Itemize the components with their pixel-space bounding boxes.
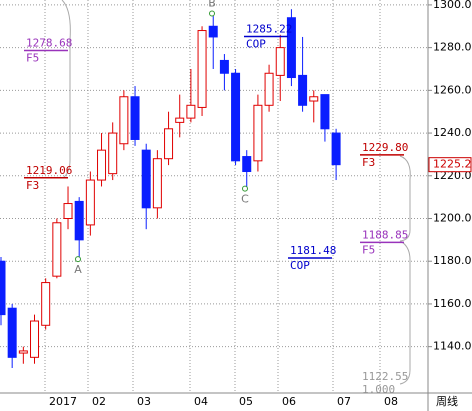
y-tick-label: 1260.00 (433, 83, 472, 96)
annotation-value: 1188.85 (362, 228, 408, 241)
candle-body (41, 282, 51, 326)
candle-body (219, 59, 229, 74)
candle-body (320, 94, 330, 130)
y-tick-label: 1280.00 (433, 41, 472, 54)
annotation-value: 1219.06 (26, 164, 72, 177)
grid (0, 0, 428, 393)
point-marker (209, 10, 215, 17)
candle-body (130, 96, 140, 140)
candle-body (74, 200, 84, 241)
x-tick-label: 07 (337, 395, 351, 408)
point-label: C (241, 193, 249, 206)
candle-body (63, 203, 73, 219)
x-tick-label: 2017 (49, 395, 77, 408)
bracket (399, 240, 411, 385)
candle-body (208, 25, 218, 38)
candles (0, 9, 341, 369)
candle-body (275, 47, 285, 76)
point-label: A (74, 263, 82, 276)
y-tick-label: 1240.00 (433, 126, 472, 139)
y-tick-label: 1180.00 (433, 254, 472, 267)
annotation-tag: COP (290, 259, 310, 272)
annotation-value: 1285.22 (246, 22, 292, 35)
candle-body (286, 17, 296, 79)
candle-body (108, 132, 118, 175)
bracket (61, 0, 71, 178)
y-tick-label: 1300.00 (433, 0, 472, 11)
x-tick-label: 05 (239, 395, 253, 408)
period-label: 周线 (436, 394, 458, 408)
footer-label: 1122.55 (362, 370, 408, 383)
candle-body (152, 158, 162, 209)
candle-body (141, 149, 151, 209)
annotation-value: 1278.68 (26, 36, 72, 49)
candle-body (164, 128, 174, 160)
point-marker (75, 256, 81, 263)
last-price-box (428, 157, 472, 173)
x-tick-label: 04 (194, 395, 208, 408)
candle-body (186, 104, 196, 119)
annotation-tag: F3 (362, 156, 375, 169)
candle-body (7, 307, 17, 358)
last-price-label: 1225.2 (433, 158, 472, 171)
y-tick-label: 1160.00 (433, 297, 472, 310)
candle-body (253, 104, 263, 162)
candle-body (119, 96, 129, 145)
candle-body (0, 260, 6, 316)
x-tick-label: 02 (92, 395, 106, 408)
candle-body (30, 320, 40, 358)
point-marker (242, 185, 248, 192)
candle-body (18, 350, 28, 354)
x-tick-label: 06 (282, 395, 296, 408)
candle-body (97, 149, 107, 181)
x-tick-label: 03 (137, 395, 151, 408)
bracket (399, 155, 411, 242)
candle-body (231, 72, 241, 162)
candle-body (52, 222, 62, 277)
candle-body (242, 156, 252, 173)
candle-body (309, 96, 319, 102)
annotation-value: 1181.48 (290, 244, 336, 257)
annotation-tag: F3 (26, 179, 39, 192)
annotation-value: 1229.80 (362, 141, 408, 154)
overlay: 1278.68 F5 1219.06 F3 1285.22 COP 1181.48 COP 12… (24, 0, 408, 396)
point-label: B (208, 0, 216, 9)
candle-body (175, 117, 185, 123)
candle-body (197, 30, 207, 108)
annotation-tag: F5 (362, 243, 375, 256)
annotation-tag: F5 (26, 51, 39, 64)
annotation-tag: COP (246, 37, 266, 50)
candle-body (331, 132, 341, 166)
x-tick-label: 08 (384, 395, 398, 408)
candle-body (264, 72, 274, 106)
candle-body (85, 179, 95, 226)
y-tick-label: 1200.00 (433, 211, 472, 224)
candle-body (298, 74, 308, 106)
y-tick-label: 1140.00 (433, 340, 472, 353)
